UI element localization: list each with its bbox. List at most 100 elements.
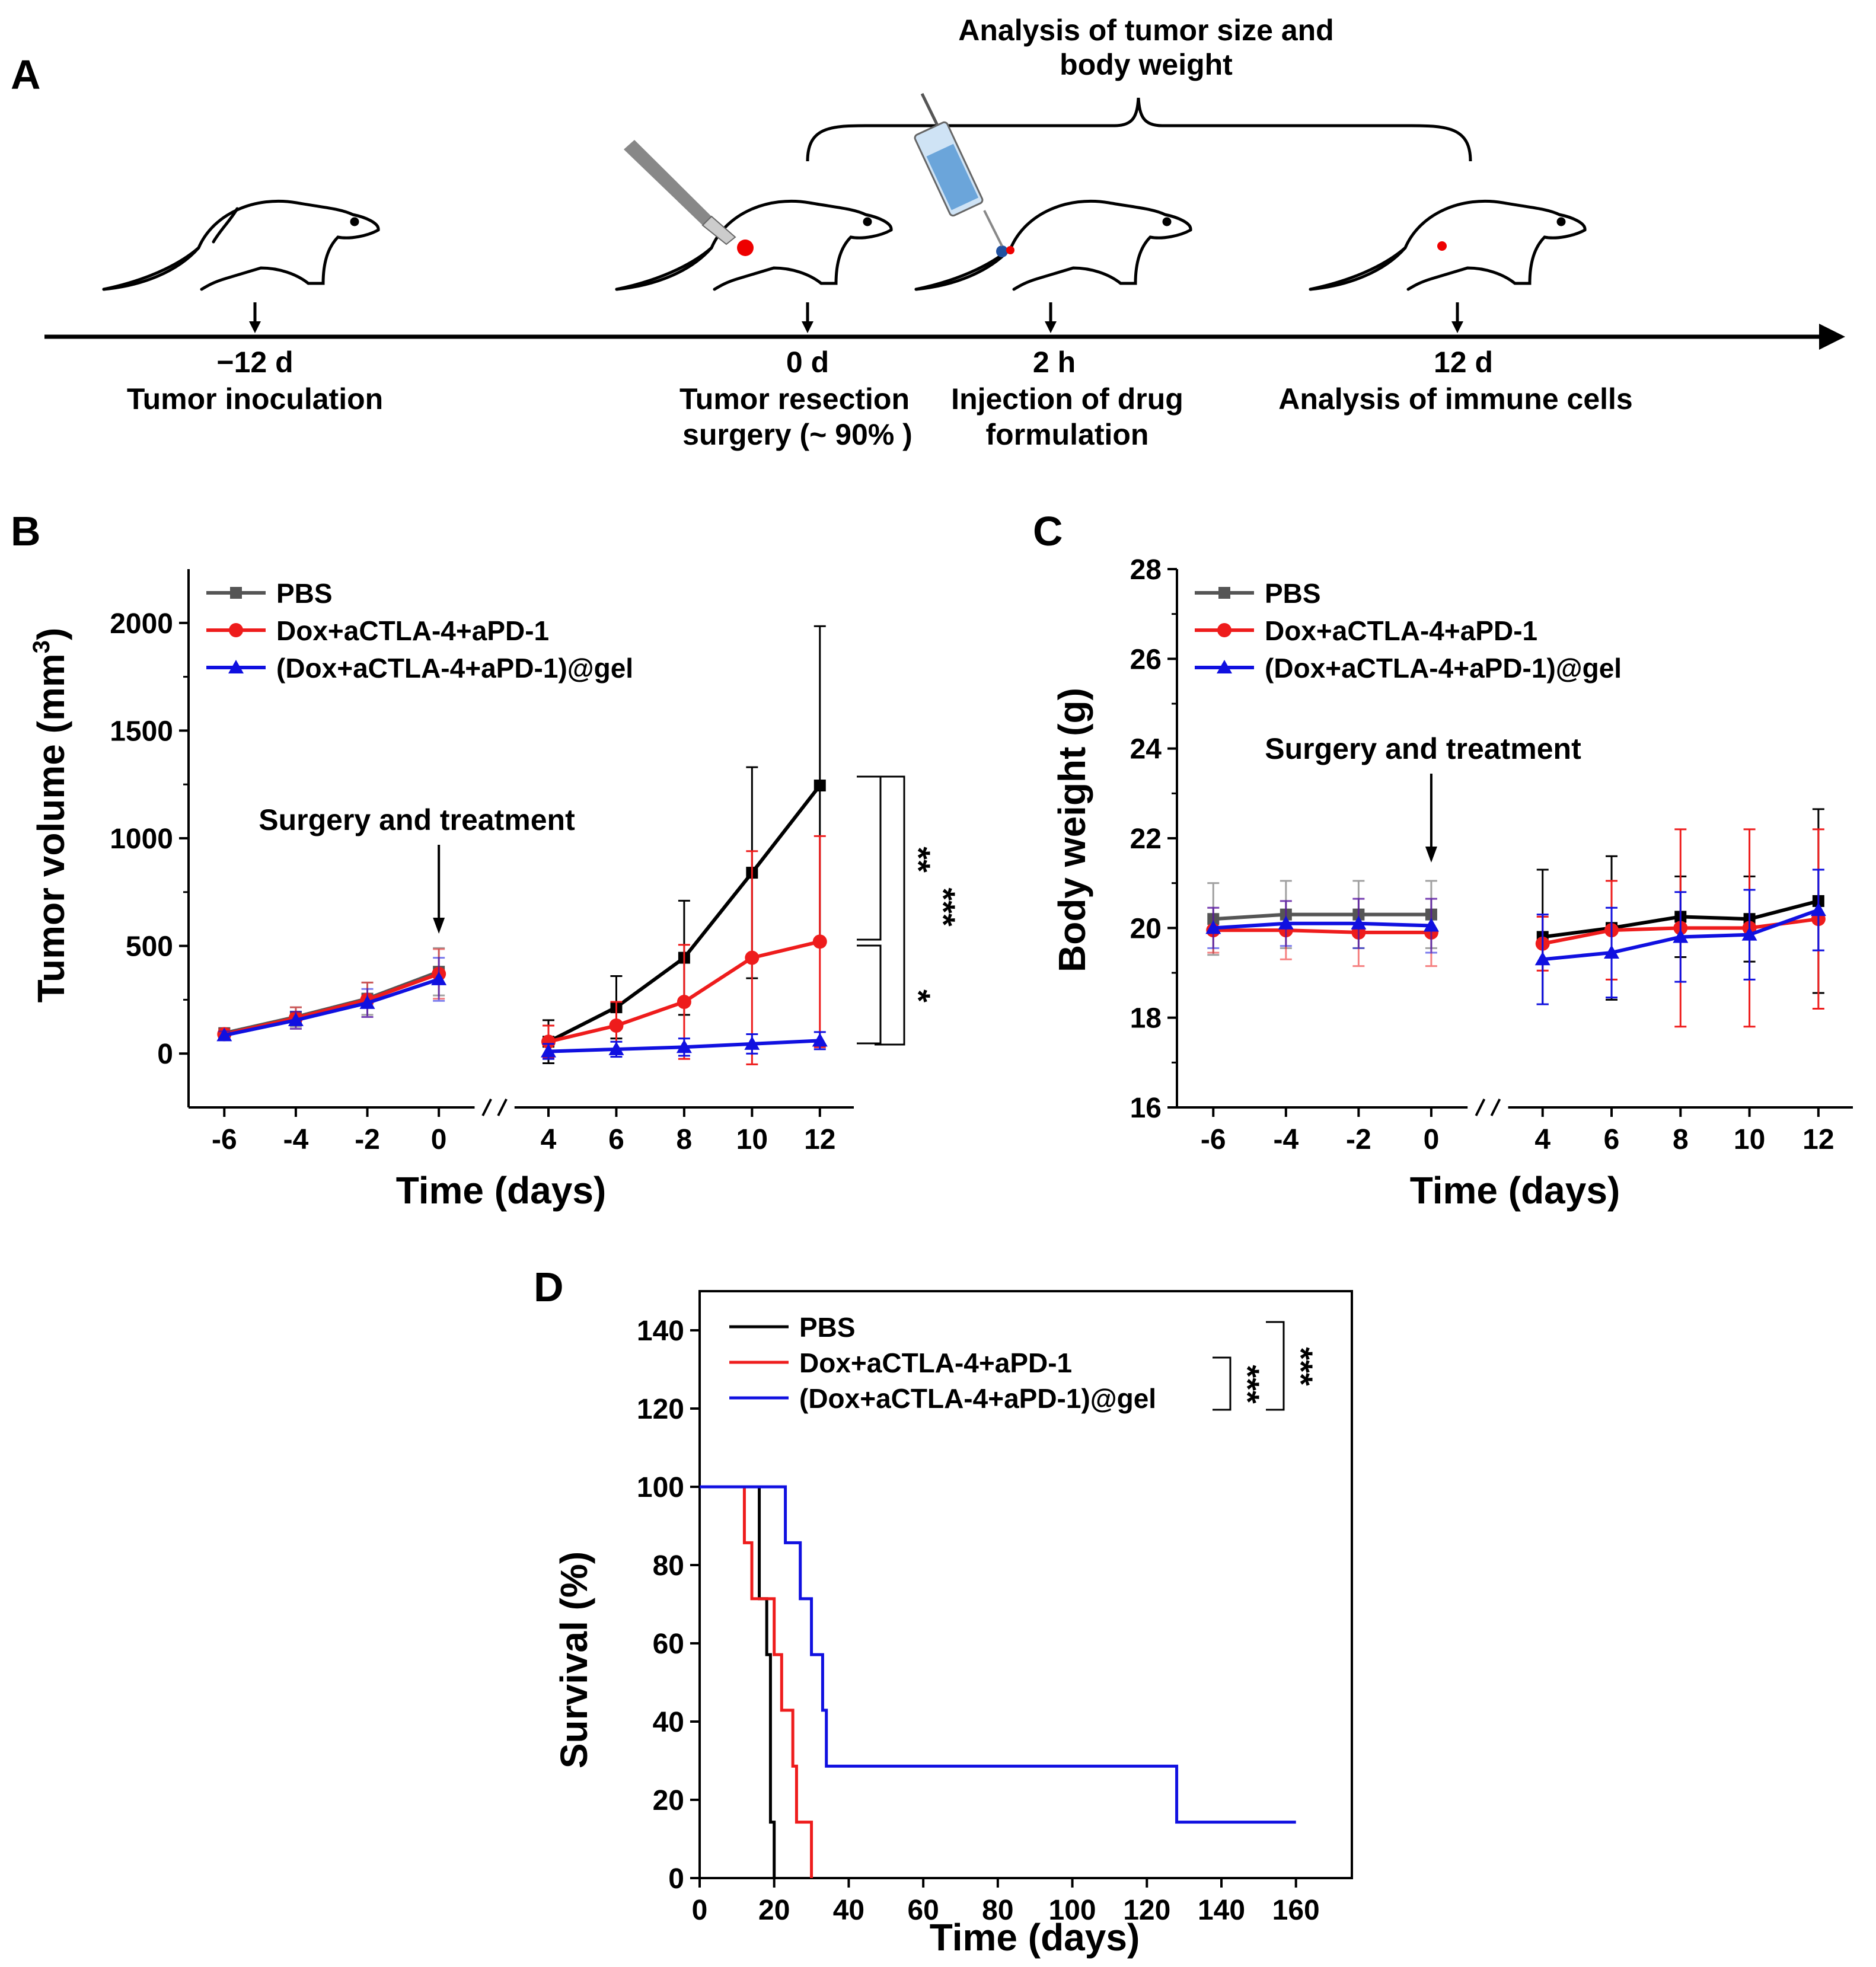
axis-break-mark [497, 1099, 508, 1116]
event-desc: formulation [986, 418, 1149, 451]
data-point-circle [812, 934, 827, 949]
legend-label: (Dox+aCTLA-4+aPD-1)@gel [799, 1383, 1156, 1414]
x-axis-label: Time (days) [396, 1169, 607, 1212]
axis-break-mark [481, 1099, 492, 1116]
significance-label: *** [1229, 1365, 1266, 1404]
y-tick-label: 20 [653, 1785, 684, 1816]
y-axis-label: Tumor volume (mm3) [28, 628, 72, 1003]
survival-curve [700, 1485, 813, 1878]
legend-label: PBS [276, 578, 333, 609]
legend-label: Dox+aCTLA-4+aPD-1 [799, 1347, 1072, 1378]
data-point-circle [609, 1018, 624, 1033]
y-axis-label: Body weight (g) [1051, 688, 1093, 972]
data-point-triangle [676, 1039, 692, 1053]
x-tick-label: 140 [1198, 1895, 1245, 1926]
x-tick-label: 10 [1734, 1124, 1765, 1155]
significance-label: *** [925, 887, 962, 927]
axis-break-mark [1475, 1099, 1486, 1116]
x-tick-label: -2 [355, 1124, 380, 1155]
data-point-triangle [1205, 920, 1221, 934]
data-point-circle [677, 995, 691, 1010]
panel-label-b: B [11, 508, 41, 554]
event-time: 12 d [1434, 346, 1493, 379]
y-tick-label: 60 [653, 1628, 684, 1660]
x-tick-label: 0 [1424, 1124, 1440, 1155]
panel-b-tumor-volume-chart: B Tumor volume (mm3) Time (days) Surgery… [11, 508, 962, 1212]
annotation-text: Surgery and treatment [1265, 732, 1581, 765]
panel-a: A Analysis of tumor size and body weight [11, 14, 1845, 451]
x-tick-label: 100 [1049, 1895, 1096, 1926]
axis-break-mark [1490, 1099, 1501, 1116]
panel-label-c: C [1033, 508, 1063, 554]
event-time: 0 d [786, 346, 829, 379]
y-tick-label: 80 [653, 1550, 684, 1582]
data-point-triangle [1351, 915, 1367, 930]
annotation-arrowhead [433, 918, 445, 934]
y-tick-label: 120 [637, 1394, 684, 1425]
y-tick-label: 0 [668, 1863, 684, 1895]
legend-label: Dox+aCTLA-4+aPD-1 [1265, 615, 1537, 646]
x-tick-label: 4 [541, 1124, 557, 1155]
data-point-triangle [228, 660, 244, 673]
data-point-triangle [541, 1043, 557, 1058]
series-line [1213, 912, 1431, 921]
significance-label: *** [1282, 1347, 1320, 1386]
y-tick-label: 140 [637, 1315, 684, 1347]
x-tick-label: 12 [804, 1124, 835, 1155]
data-point-circle [541, 1034, 556, 1049]
significance-bracket [1266, 1321, 1285, 1411]
event-desc: surgery (~ 90% ) [682, 418, 913, 451]
series-line [224, 970, 440, 1035]
legend-label: Dox+aCTLA-4+aPD-1 [276, 615, 549, 646]
x-tick-label: 80 [982, 1895, 1013, 1926]
event-time: 2 h [1033, 346, 1076, 379]
survival-curve [700, 1485, 1296, 1824]
event-desc: Analysis of immune cells [1278, 382, 1632, 416]
data-point-triangle [431, 971, 447, 985]
x-axis-label: Time (days) [930, 1916, 1140, 1959]
x-tick-label: 8 [1673, 1124, 1689, 1155]
y-tick-label: 0 [157, 1039, 173, 1070]
x-tick-label: 0 [431, 1124, 447, 1155]
timeline-arrowhead [1819, 324, 1845, 350]
x-tick-label: 8 [677, 1124, 693, 1155]
tumor-dot [1006, 246, 1014, 254]
data-point-triangle [1673, 929, 1689, 943]
y-tick-label: 18 [1130, 1003, 1162, 1034]
significance-bracket [1213, 1356, 1231, 1411]
survival-curve [700, 1485, 776, 1878]
x-tick-label: 4 [1534, 1124, 1550, 1155]
x-tick-label: -6 [212, 1124, 237, 1155]
x-tick-label: 120 [1123, 1895, 1170, 1926]
y-tick-label: 500 [126, 931, 173, 963]
significance-bracket [857, 944, 882, 1045]
legend-label: (Dox+aCTLA-4+aPD-1)@gel [1265, 653, 1622, 684]
mouse-icon [615, 199, 893, 291]
data-point-square [813, 780, 826, 792]
data-point-triangle [812, 1033, 828, 1047]
y-axis-label: Survival (%) [553, 1551, 595, 1768]
x-tick-label: -4 [1273, 1124, 1298, 1155]
y-tick-label: 24 [1130, 734, 1162, 765]
y-tick-label: 100 [637, 1472, 684, 1503]
analysis-label-line2: body weight [1060, 48, 1233, 81]
x-tick-label: -4 [283, 1124, 309, 1155]
panel-label-a: A [11, 52, 41, 98]
y-tick-label: 28 [1130, 554, 1162, 586]
tumor-dot [737, 240, 754, 256]
y-tick-label: 1500 [110, 716, 173, 747]
data-point-triangle [216, 1027, 232, 1042]
event-desc: Tumor inoculation [127, 382, 383, 416]
x-tick-label: 6 [608, 1124, 624, 1155]
analysis-brace [806, 97, 1472, 162]
event-arrowhead-1 [249, 321, 261, 333]
syringe-icon [914, 92, 1003, 247]
event-arrowhead-2 [802, 321, 813, 333]
x-tick-label: 60 [907, 1895, 939, 1926]
y-tick-label: 2000 [110, 608, 173, 640]
data-point-triangle [744, 1036, 760, 1050]
x-tick-label: -6 [1201, 1124, 1226, 1155]
data-point-triangle [608, 1041, 624, 1055]
y-tick-label: 26 [1130, 644, 1162, 675]
data-point-triangle [1604, 944, 1620, 959]
